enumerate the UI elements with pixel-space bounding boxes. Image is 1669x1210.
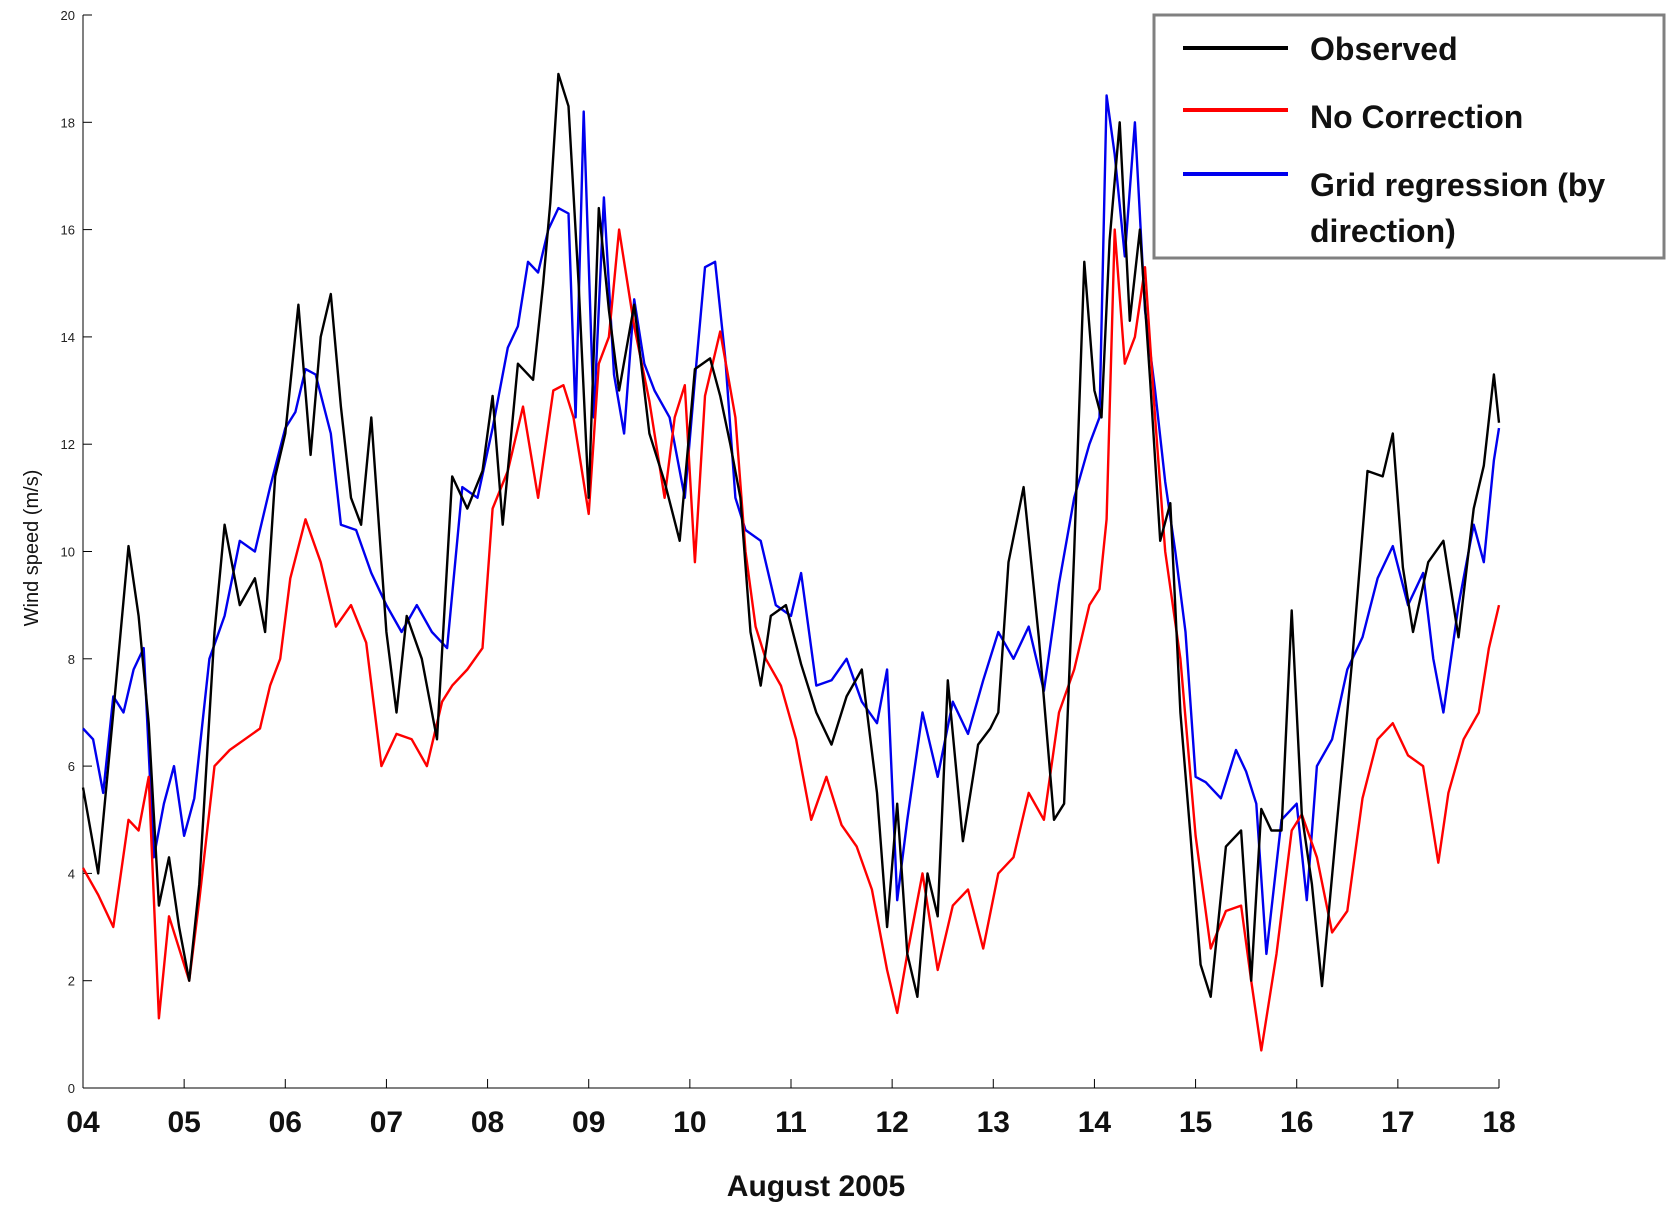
legend: Observed No Correction Grid regression (… — [1152, 13, 1666, 260]
y-tick-label: 14 — [61, 330, 75, 345]
x-tick-label: 09 — [572, 1106, 605, 1139]
series-line-grid-regression-by-direction — [82, 94, 1501, 956]
legend-box — [1152, 13, 1666, 260]
y-tick-label: 4 — [68, 866, 75, 881]
series-line-observed — [81, 72, 1501, 998]
legend-label-grid-regression-line1: Grid regression (by — [1310, 167, 1605, 203]
y-axis: 0 2 4 6 8 10 12 14 16 18 20 — [61, 8, 92, 1096]
x-tick-label: 04 — [66, 1106, 100, 1139]
x-axis: 04 05 06 07 08 09 10 11 12 13 14 15 16 17 18 — [66, 1079, 1516, 1139]
x-axis-label: August 2005 — [727, 1170, 905, 1203]
y-tick-label: 10 — [61, 545, 75, 560]
x-tick-label: 10 — [673, 1106, 706, 1139]
y-tick-label: 2 — [68, 974, 75, 989]
x-tick-label: 08 — [471, 1106, 504, 1139]
y-axis-label: Wind speed (m/s) — [21, 470, 43, 627]
x-tick-label: 14 — [1078, 1106, 1112, 1139]
legend-label-no-correction: No Correction — [1310, 99, 1523, 135]
x-tick-label: 18 — [1482, 1106, 1515, 1139]
x-tick-label: 06 — [269, 1106, 302, 1139]
x-tick-label: 07 — [370, 1106, 403, 1139]
y-tick-label: 16 — [61, 223, 75, 238]
x-tick-label: 15 — [1179, 1106, 1212, 1139]
y-tick-label: 20 — [61, 8, 75, 23]
x-tick-label: 12 — [875, 1106, 908, 1139]
legend-label-grid-regression-line2: direction) — [1310, 213, 1456, 249]
x-tick-label: 13 — [977, 1106, 1010, 1139]
y-tick-label: 0 — [68, 1081, 75, 1096]
x-tick-label: 17 — [1381, 1106, 1414, 1139]
y-tick-label: 6 — [68, 759, 75, 774]
series-lines — [81, 72, 1501, 1052]
x-tick-label: 16 — [1280, 1106, 1313, 1139]
x-tick-label: 11 — [775, 1106, 807, 1139]
y-tick-label: 8 — [68, 652, 75, 667]
y-tick-label: 18 — [61, 115, 75, 130]
y-tick-label: 12 — [61, 437, 75, 452]
legend-label-observed: Observed — [1310, 31, 1458, 67]
series-line-no-correction — [81, 228, 1501, 1052]
x-tick-label: 05 — [167, 1106, 200, 1139]
